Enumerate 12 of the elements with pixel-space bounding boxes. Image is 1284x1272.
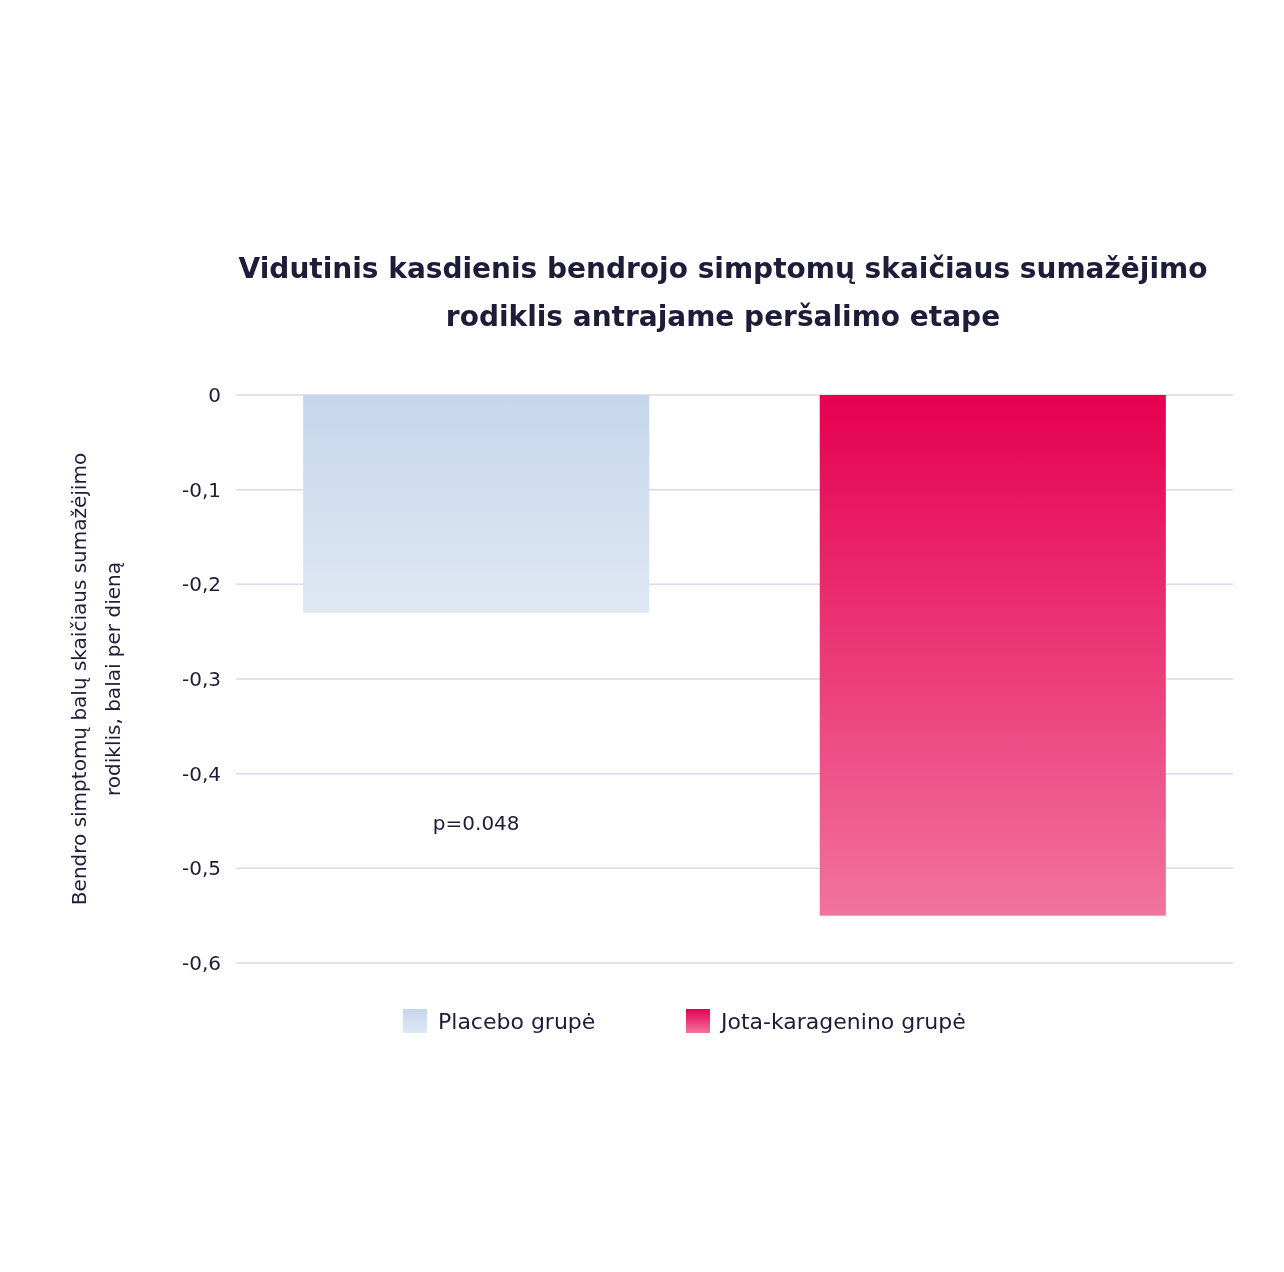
y-tick-label: -0,5: [181, 856, 221, 881]
chart-title: Vidutinis kasdienis bendrojo simptomų skaičiaus sumažėjimo rodiklis antrajame peršalimo etape: [238, 252, 1208, 333]
y-tick-label: -0,3: [181, 667, 221, 691]
y-axis-title: Bendro simptomų balų skaičiaus sumažėjimo rodiklis, balai per dieną: [67, 452, 125, 906]
annotation: p=0.048: [432, 811, 520, 835]
y-tick-label: -0,4: [181, 761, 221, 786]
y-tick-label: 0: [208, 383, 221, 407]
legend-label: Placebo grupė: [438, 1008, 596, 1034]
y-tick-label: -0,1: [181, 477, 221, 502]
y-tick-label: -0,6: [181, 951, 221, 975]
y-tick-label: -0,2: [181, 572, 221, 597]
legend-label: Jota-karagenino grupė: [719, 1008, 966, 1034]
